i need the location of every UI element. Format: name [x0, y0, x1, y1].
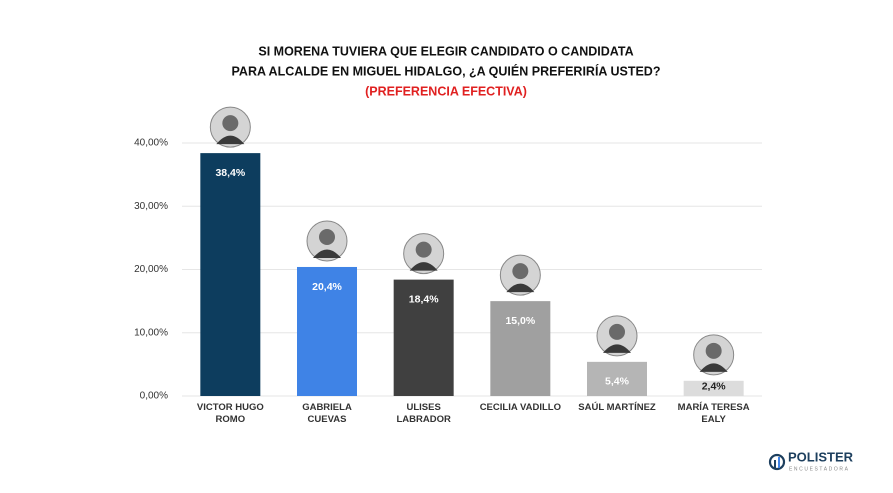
- candidate-photo: [699, 363, 728, 372]
- bar: [587, 361, 647, 396]
- x-tick-label: GABRIELA CUEVAS: [302, 402, 352, 425]
- logo-tagline: ENCUESTADORA: [789, 466, 850, 472]
- chart-title: SI MORENA TUVIERA QUE ELEGIR CANDIDATO O…: [258, 44, 633, 58]
- candidate-photo: [609, 323, 625, 340]
- value-label: 2,4%: [702, 381, 727, 393]
- value-label: 20,4%: [312, 281, 342, 293]
- bar: [297, 266, 357, 396]
- bar: [200, 153, 261, 396]
- chart-title: PARA ALCALDE EN MIGUEL HIDALGO, ¿A QUIÉN…: [232, 63, 661, 78]
- candidate-photo: [705, 342, 722, 359]
- y-tick-label: 20,00%: [134, 264, 168, 275]
- candidate-photo: [512, 263, 529, 280]
- y-tick-label: 30,00%: [134, 201, 168, 212]
- value-label: 38,4%: [215, 167, 245, 179]
- logo-icon: [768, 453, 786, 471]
- value-label: 15,0%: [505, 315, 535, 327]
- x-tick-label: VICTOR HUGO ROMO: [196, 402, 264, 425]
- value-label: 5,4%: [605, 376, 630, 388]
- candidate-photo: [415, 241, 432, 258]
- candidate-photo: [319, 228, 335, 245]
- logo-text: POLISTER: [788, 449, 854, 464]
- value-label: 18,4%: [409, 293, 439, 305]
- logo-icon: [774, 460, 776, 468]
- bar: [490, 301, 551, 396]
- candidate-photo: [313, 249, 341, 258]
- bar: [683, 380, 744, 396]
- candidate-photo: [409, 262, 438, 271]
- y-tick-label: 10,00%: [134, 327, 168, 338]
- x-tick-label: MARÍA TERESA EALY: [677, 402, 750, 425]
- candidate-photo: [603, 344, 631, 353]
- x-tick-label: CECILIA VADILLO: [479, 402, 561, 413]
- x-tick-label: ULISES LABRADOR: [396, 402, 451, 425]
- candidate-photo: [216, 135, 245, 145]
- logo-icon: [778, 457, 780, 468]
- bar: [393, 279, 454, 396]
- candidate-photo: [506, 283, 535, 293]
- chart-subtitle: (PREFERENCIA EFECTIVA): [365, 84, 527, 98]
- logo: POLISTER ENCUESTADORA: [768, 449, 854, 472]
- x-tick-label: SAÚL MARTÍNEZ: [578, 402, 656, 413]
- y-tick-label: 40,00%: [134, 138, 168, 149]
- y-tick-label: 0,00%: [140, 391, 168, 402]
- candidate-photo: [222, 115, 239, 132]
